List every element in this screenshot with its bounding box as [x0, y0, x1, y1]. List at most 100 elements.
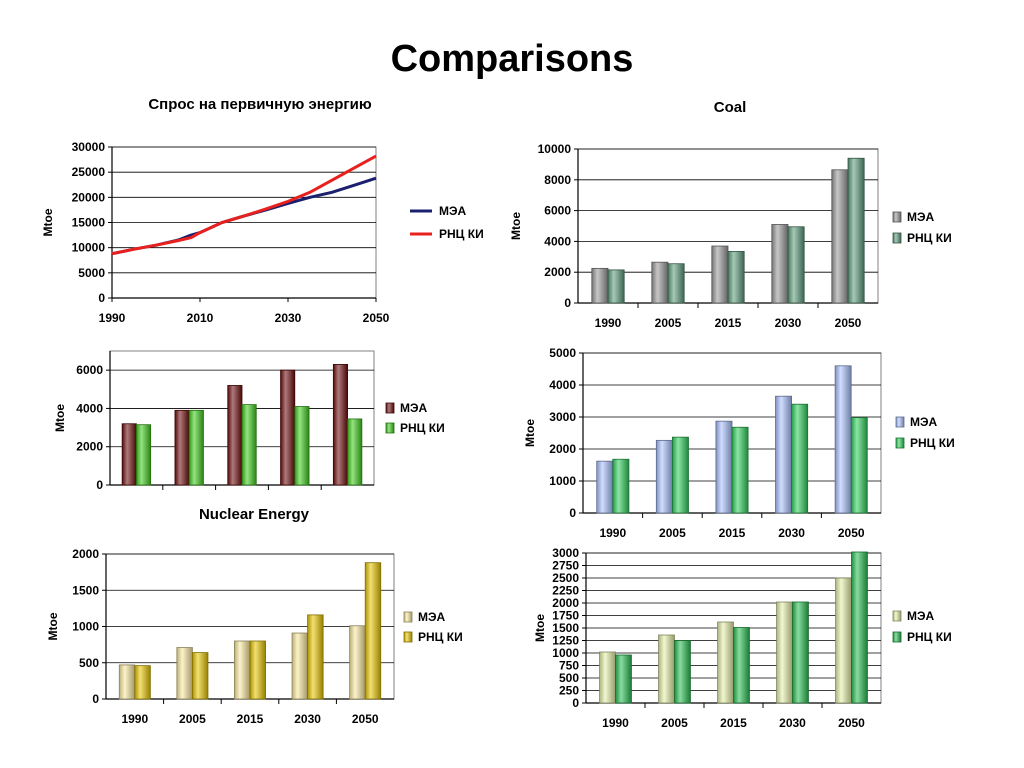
legend-swatch [385, 402, 395, 414]
y-tick-label: 10000 [538, 142, 572, 156]
y-tick-label: 8000 [544, 173, 571, 187]
y-tick-label: 0 [98, 291, 105, 305]
y-tick-label: 5000 [549, 346, 576, 360]
y-tick-label: 0 [92, 692, 99, 706]
y-tick-label: 10000 [72, 241, 106, 255]
legend-label: РНЦ КИ [907, 231, 952, 245]
bar [792, 601, 809, 704]
coal-chart-title: Coal [713, 99, 747, 116]
bar [294, 406, 310, 486]
x-tick-label: 1990 [602, 716, 629, 730]
legend-label: РНЦ КИ [907, 630, 952, 644]
y-tick-label: 0 [572, 696, 579, 710]
bar [851, 551, 868, 704]
bar [674, 640, 691, 704]
x-tick-label: 2005 [661, 716, 688, 730]
bar [599, 651, 616, 704]
x-tick-label: 2050 [835, 316, 862, 330]
y-tick-label: 4000 [76, 401, 103, 415]
x-tick-label: 2030 [294, 712, 321, 726]
legend-label: МЭА [439, 204, 467, 218]
bar [249, 640, 266, 700]
y-tick-label: 4000 [549, 378, 576, 392]
bar [717, 621, 734, 704]
x-tick-label: 2015 [720, 716, 747, 730]
legend-label: РНЦ КИ [418, 630, 463, 644]
legend-label: РНЦ КИ [400, 421, 445, 435]
y-tick-label: 4000 [544, 234, 571, 248]
y-tick-label: 2000 [72, 547, 99, 561]
y-tick-label: 2500 [552, 571, 579, 585]
y-tick-label: 3000 [549, 410, 576, 424]
bar [835, 577, 852, 704]
legend-swatch [403, 631, 413, 643]
y-tick-label: 1000 [549, 474, 576, 488]
y-tick-label: 0 [564, 296, 571, 310]
bar [731, 426, 749, 514]
bar [364, 562, 382, 700]
y-tick-label: 2000 [76, 440, 103, 454]
y-tick-label: 1000 [552, 646, 579, 660]
y-tick-label: 1500 [72, 583, 99, 597]
x-tick-label: 2005 [655, 316, 682, 330]
y-tick-label: 30000 [72, 140, 106, 154]
bar [307, 614, 324, 700]
y-tick-label: 5000 [78, 266, 105, 280]
x-tick-label: 2050 [838, 526, 865, 540]
legend-label: МЭА [418, 610, 446, 624]
y-tick-label: 500 [559, 671, 579, 685]
x-tick-label: 2030 [775, 316, 802, 330]
x-tick-label: 2050 [363, 311, 390, 325]
legend-label: МЭА [400, 401, 428, 415]
x-tick-label: 1990 [121, 712, 148, 726]
bar [787, 226, 805, 304]
y-tick-label: 15000 [72, 216, 106, 230]
y-tick-label: 500 [79, 656, 99, 670]
legend-label: МЭА [907, 609, 935, 623]
y-tick-label: 0 [96, 478, 103, 492]
legend-swatch [895, 416, 905, 428]
bar [791, 403, 809, 514]
y-tick-label: 2000 [549, 442, 576, 456]
x-tick-label: 1990 [99, 311, 126, 325]
y-axis-label: Mtoe [46, 612, 60, 640]
bar [847, 157, 865, 304]
legend-swatch [892, 232, 902, 244]
legend-swatch [892, 610, 902, 622]
y-tick-label: 0 [569, 506, 576, 520]
bar [727, 251, 745, 304]
y-tick-label: 25000 [72, 165, 106, 179]
bar [188, 409, 204, 486]
y-tick-label: 6000 [76, 363, 103, 377]
x-tick-label: 2015 [719, 526, 746, 540]
x-tick-label: 2005 [659, 526, 686, 540]
x-tick-label: 1990 [595, 316, 622, 330]
y-axis-label: Mtoe [533, 614, 547, 642]
y-axis-label: Mtoe [53, 404, 67, 432]
bar [191, 652, 209, 700]
bar [658, 634, 675, 704]
legend-swatch [892, 211, 902, 223]
y-tick-label: 1000 [72, 620, 99, 634]
bar [850, 417, 868, 514]
bar [134, 665, 151, 700]
y-tick-label: 1250 [552, 634, 579, 648]
bar [776, 601, 793, 704]
bar [135, 424, 152, 486]
bar [672, 436, 689, 514]
bar [347, 418, 363, 486]
x-tick-label: 2030 [275, 311, 302, 325]
legend-label: РНЦ КИ [910, 436, 955, 450]
x-tick-label: 2050 [352, 712, 379, 726]
legend-label: РНЦ КИ [439, 227, 484, 241]
y-tick-label: 1500 [552, 621, 579, 635]
legend-label: МЭА [907, 210, 935, 224]
y-tick-label: 3000 [552, 546, 579, 560]
y-tick-label: 250 [559, 684, 579, 698]
primary-energy-chart-title: Спрос на первичную энергию [148, 96, 372, 113]
x-tick-label: 2030 [779, 716, 806, 730]
y-axis-label: Mtoe [509, 212, 523, 240]
